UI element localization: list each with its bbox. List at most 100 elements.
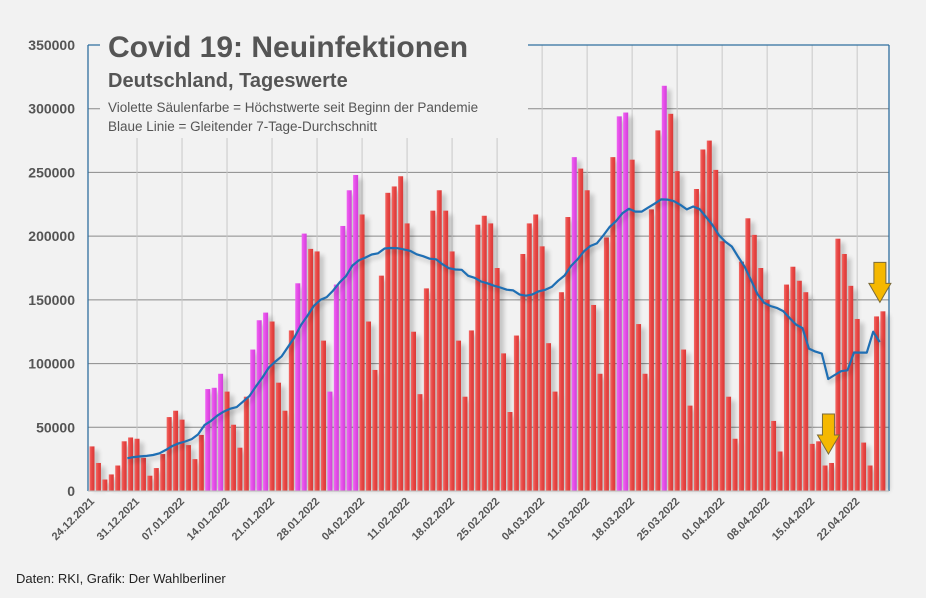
x-axis-ticks: 24.12.202131.12.202107.01.202214.01.2022… [50,496,863,543]
bar [224,391,230,491]
x-tick-label: 28.01.2022 [275,496,322,543]
bar [166,417,172,491]
bar [693,188,699,491]
bar [681,349,687,491]
bar [809,443,815,491]
bar [462,396,468,491]
bar [365,321,371,491]
bar [430,210,436,491]
bar [192,459,198,491]
bar [230,424,236,491]
bar-record-high [340,225,346,491]
bar [237,447,243,491]
bar [597,373,603,491]
bar [591,304,597,491]
bar-record-high [218,373,224,491]
bar [777,451,783,491]
bar [128,437,134,491]
bar [398,176,404,491]
x-tick-label: 24.12.2021 [50,496,97,543]
arrow-down-icon [868,261,892,304]
bar [629,159,635,491]
x-tick-label: 22.04.2022 [815,496,862,543]
bar [828,462,834,491]
y-tick-label: 100000 [28,356,75,372]
x-tick-label: 04.03.2022 [500,496,547,543]
bar [584,190,590,492]
bar [372,369,378,491]
bar [108,474,114,491]
x-tick-label: 07.01.2022 [140,496,187,543]
bar [668,113,674,491]
bar [822,465,828,491]
bar [198,434,204,491]
bar-record-high [263,312,269,491]
bar [790,266,796,491]
x-tick-label: 08.04.2022 [725,496,772,543]
bar [764,299,770,491]
bar [160,454,166,491]
arrow-down-icon [816,413,841,455]
bar [861,442,867,491]
bar [558,292,564,491]
bar [546,343,552,491]
bar [610,157,616,491]
x-tick-label: 18.03.2022 [590,496,637,543]
bar [526,223,532,491]
title-box [100,30,528,138]
bar-record-high [333,284,339,491]
x-tick-label: 31.12.2021 [95,496,142,543]
bar-shadow [807,296,813,491]
bar [726,396,732,491]
bar [404,223,410,491]
bar [687,405,693,491]
bar [475,224,481,491]
bar [880,311,886,491]
bar [603,237,609,491]
bar [173,410,179,491]
bar [102,479,108,491]
bar [153,468,159,491]
bar-record-high [571,157,577,491]
bar-record-high [301,233,307,491]
bar-shadow [678,175,684,491]
x-tick-label: 04.02.2022 [320,496,367,543]
bar [520,253,526,491]
bar [854,318,860,491]
bar [436,190,442,492]
bar [468,330,474,491]
x-tick-label: 25.02.2022 [455,496,502,543]
bar [481,215,487,492]
bar-shadow [723,245,729,491]
bar [89,446,95,491]
bar [751,234,757,491]
bar [288,330,294,491]
x-tick-label: 21.01.2022 [230,496,277,543]
bar [706,140,712,492]
y-tick-label: 350000 [28,37,75,53]
bar [494,268,500,491]
bar-record-high [211,387,217,491]
bar [539,246,545,491]
bar [456,340,462,491]
bar [391,186,397,491]
x-tick-label: 15.04.2022 [770,496,817,543]
bar [179,419,185,491]
bar [841,253,847,491]
bar [533,214,539,492]
bar [275,382,281,491]
bar [308,248,314,491]
legend-note-violet: Violette Säulenfarbe = Höchstwerte seit … [108,100,479,115]
arrows [816,261,892,455]
bar [140,457,146,491]
y-axis-ticks: 0 50000 100000 150000 200000 250000 300000 3500… [28,37,75,499]
y-tick-label: 300000 [28,101,75,117]
moving-average-line [127,198,883,463]
bar [674,171,680,491]
bar [134,438,140,491]
bar [385,192,391,491]
bar [488,223,494,491]
bar [121,441,127,491]
bar [578,168,584,491]
